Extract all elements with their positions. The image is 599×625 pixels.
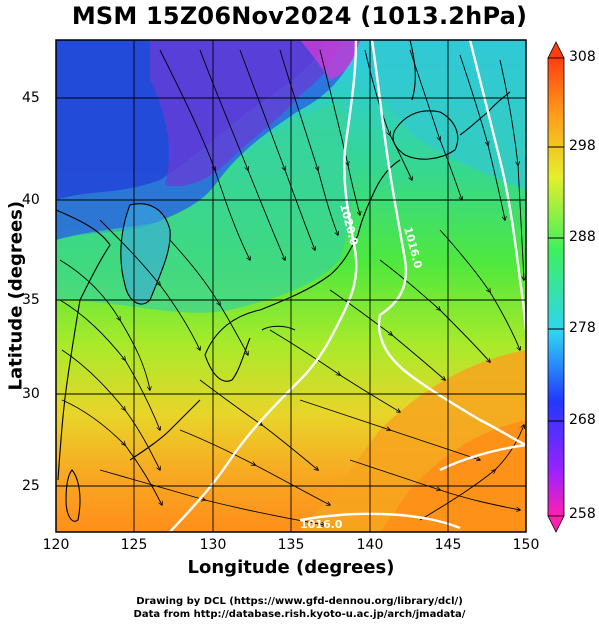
credit-drawing: Drawing by DCL (https://www.gfd-dennou.o… [136,596,463,607]
streamlines [59,49,524,525]
x-tick-140: 140 [356,537,384,553]
x-tick-120: 120 [42,537,70,553]
x-tick-145: 145 [434,537,462,553]
y-tick-40: 40 [22,192,40,208]
grid-lines [56,40,526,532]
credit-data: Data from http://database.rish.kyoto-u.a… [133,609,466,620]
y-tick-35: 35 [22,292,40,308]
x-tick-150: 150 [512,537,540,553]
plot-frame [55,39,527,533]
chart-title: MSM 15Z06Nov2024 (1013.2hPa) [71,2,528,30]
x-tick-125: 125 [120,537,148,553]
colorbar-tick-278: 278 [569,320,596,336]
colorbar-tick-288: 288 [569,229,596,245]
x-axis-label: Longitude (degrees) [187,557,395,578]
colorbar [547,41,565,533]
y-tick-45: 45 [22,90,40,106]
isobar-label-3: 1016.0 [300,518,343,531]
colorbar-tick-258: 258 [569,506,596,522]
x-tick-130: 130 [199,537,227,553]
x-tick-135: 135 [277,537,305,553]
y-tick-25: 25 [22,478,40,494]
colorbar-tick-308: 308 [569,49,596,65]
colorbar-tick-298: 298 [569,138,596,154]
y-tick-30: 30 [22,386,40,402]
coastlines [56,40,511,522]
colorbar-tick-268: 268 [569,412,596,428]
y-axis-label: Latitude (degrees) [5,200,27,391]
